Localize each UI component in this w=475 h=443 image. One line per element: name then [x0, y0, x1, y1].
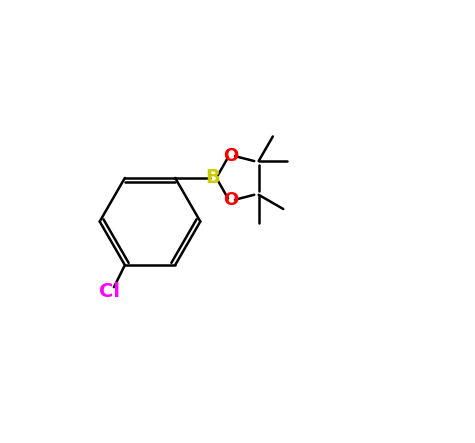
Text: O: O [223, 147, 238, 165]
Text: B: B [205, 168, 220, 187]
Text: Cl: Cl [99, 282, 120, 301]
Text: O: O [223, 191, 238, 209]
